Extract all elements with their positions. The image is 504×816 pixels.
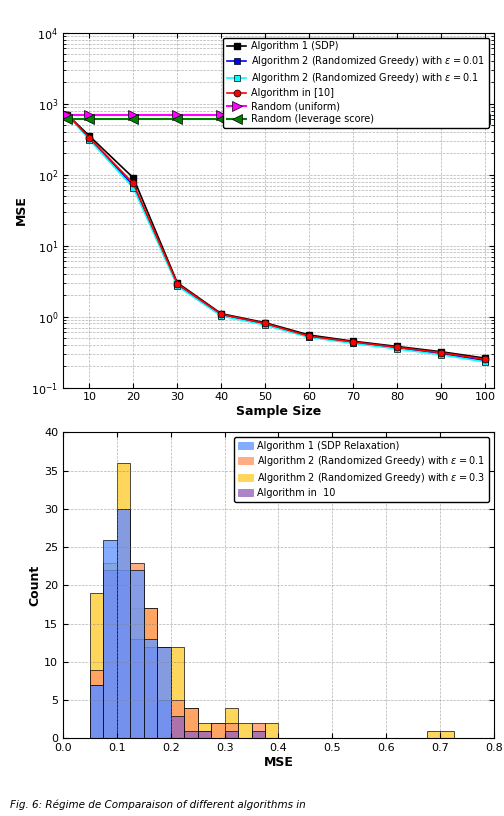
Bar <box>90 670 103 738</box>
Bar <box>184 707 198 738</box>
Bar <box>426 731 440 738</box>
Bar <box>440 731 454 738</box>
Bar <box>157 646 171 738</box>
Bar <box>144 646 157 738</box>
Bar <box>90 685 103 738</box>
Bar <box>117 509 131 738</box>
Bar <box>103 562 117 738</box>
Bar <box>238 723 251 738</box>
Bar <box>184 731 198 738</box>
Bar <box>251 731 265 738</box>
Bar <box>157 646 171 738</box>
Bar <box>157 646 171 738</box>
Bar <box>198 731 211 738</box>
Bar <box>171 646 184 738</box>
Legend: Algorithm 1 (SDP Relaxation), Algorithm 2 (Randomized Greedy) with $\epsilon = 0: Algorithm 1 (SDP Relaxation), Algorithm … <box>234 437 489 502</box>
Bar <box>103 539 117 738</box>
Bar <box>131 609 144 738</box>
Bar <box>157 700 171 738</box>
Bar <box>211 723 225 738</box>
Bar <box>171 716 184 738</box>
Bar <box>225 707 238 738</box>
Bar <box>144 609 157 738</box>
Bar <box>171 700 184 738</box>
Bar <box>144 609 157 738</box>
Y-axis label: MSE: MSE <box>15 195 28 225</box>
Bar <box>103 570 117 738</box>
X-axis label: MSE: MSE <box>264 756 293 769</box>
Bar <box>131 570 144 738</box>
Bar <box>103 570 117 738</box>
Bar <box>225 731 238 738</box>
Bar <box>144 639 157 738</box>
Bar <box>131 562 144 738</box>
Bar <box>198 723 211 738</box>
Y-axis label: Count: Count <box>28 565 41 606</box>
Bar <box>265 723 278 738</box>
Bar <box>251 723 265 738</box>
Bar <box>211 723 225 738</box>
X-axis label: Sample Size: Sample Size <box>236 406 321 419</box>
Bar <box>184 707 198 738</box>
Bar <box>117 509 131 738</box>
Bar <box>90 685 103 738</box>
Legend: Algorithm 1 (SDP), Algorithm 2 (Randomized Greedy) with $\epsilon = 0.01$, Algor: Algorithm 1 (SDP), Algorithm 2 (Randomiz… <box>223 38 489 128</box>
Bar <box>131 639 144 738</box>
Bar <box>198 731 211 738</box>
Bar <box>117 570 131 738</box>
Bar <box>225 723 238 738</box>
Text: Fig. 6: Régime de Comparaison of different algorithms in: Fig. 6: Régime de Comparaison of differe… <box>10 800 306 809</box>
Bar <box>90 593 103 738</box>
Bar <box>117 463 131 738</box>
